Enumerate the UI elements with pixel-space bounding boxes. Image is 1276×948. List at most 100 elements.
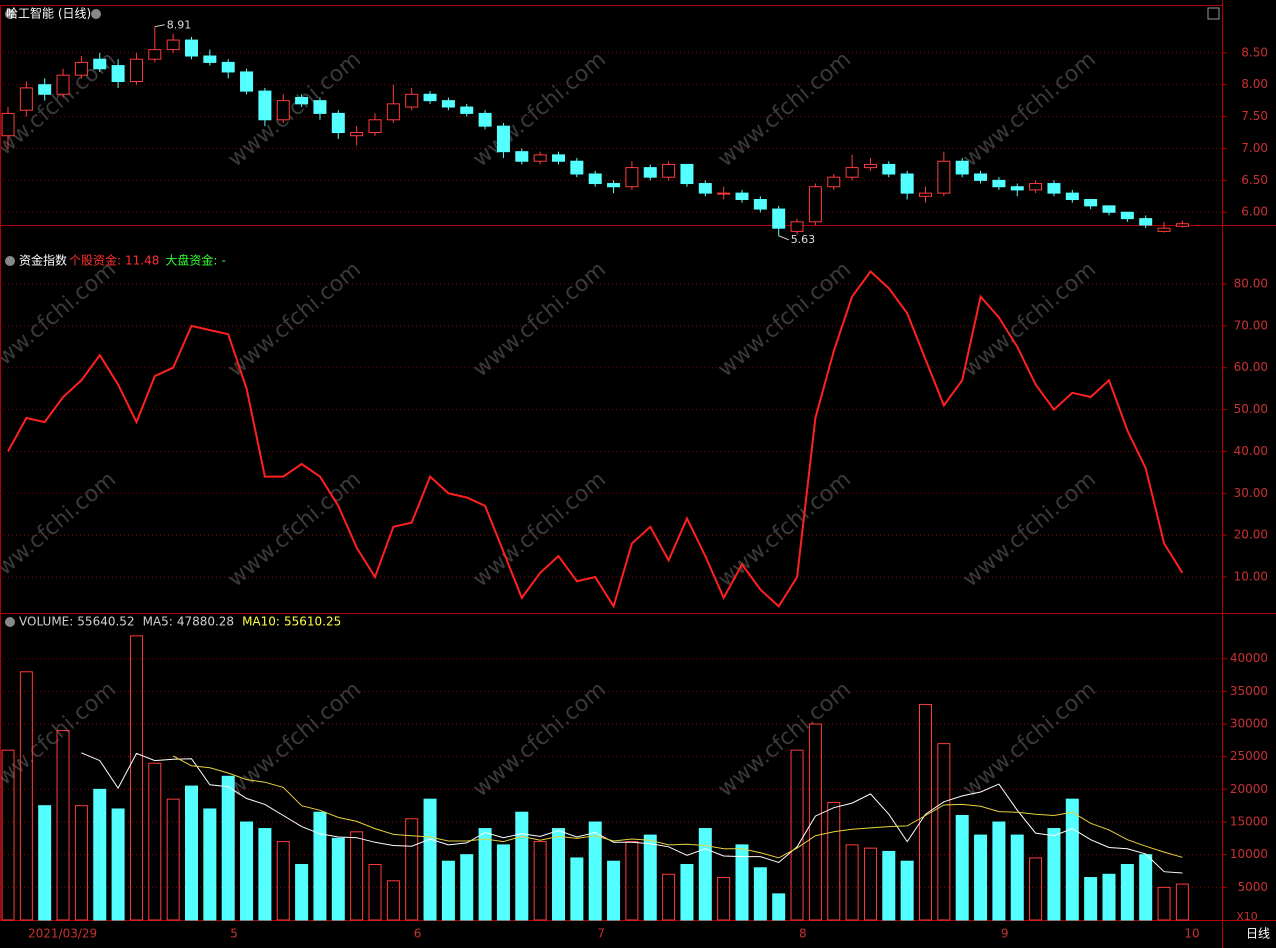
candle-body xyxy=(129,58,143,83)
volume-bar xyxy=(753,867,767,921)
volume-bar xyxy=(1010,834,1024,921)
volume-bar xyxy=(1084,877,1098,921)
y-tick-label: 30.00 xyxy=(1234,486,1268,500)
candle-body xyxy=(882,163,896,175)
volume-bar xyxy=(717,877,731,921)
volume-bar xyxy=(1065,798,1079,921)
candle-body xyxy=(790,221,804,232)
volume-bar xyxy=(900,860,914,921)
volume-bar xyxy=(313,811,327,921)
volume-bar xyxy=(221,775,235,921)
candle-body xyxy=(937,160,951,194)
volume-bar xyxy=(845,844,859,921)
menu-icon[interactable] xyxy=(5,9,15,19)
candle-body xyxy=(625,167,639,188)
volume-bar xyxy=(203,808,217,921)
volume-bar xyxy=(974,834,988,921)
x-tick-label: 10 xyxy=(1184,927,1199,941)
line-series xyxy=(7,270,1184,609)
candle-body xyxy=(515,151,529,162)
y-tick-label: 5000 xyxy=(1237,880,1268,894)
volume-bar xyxy=(772,893,786,921)
candle-body xyxy=(552,154,565,162)
volume-bar xyxy=(478,828,492,921)
y-tick-label: 50.00 xyxy=(1234,402,1268,416)
menu-icon[interactable] xyxy=(5,256,15,266)
candle-body xyxy=(955,160,969,175)
period-label: 日线 xyxy=(1246,927,1270,941)
ma-line xyxy=(81,752,1183,874)
candle-body xyxy=(386,103,400,121)
legend-name: 个股资金: xyxy=(69,253,121,268)
y-tick-label: 6.00 xyxy=(1241,205,1268,219)
volume-bar xyxy=(258,828,272,921)
volume-bar xyxy=(808,723,822,921)
volume-bar xyxy=(1157,886,1171,921)
window-button[interactable] xyxy=(1207,7,1220,20)
readout-label: MA10: xyxy=(242,615,280,629)
x-tick-label: 5 xyxy=(230,927,238,941)
annotation-arrow xyxy=(154,24,165,28)
candle-body xyxy=(1,112,15,137)
x-tick-label: 6 xyxy=(414,927,422,941)
candle-body xyxy=(1010,186,1024,191)
volume-bar xyxy=(827,801,841,921)
volume-bar xyxy=(533,841,547,921)
volume-bar xyxy=(148,762,162,921)
volume-bar xyxy=(1029,857,1043,921)
volume-bar xyxy=(350,831,364,921)
candle-body xyxy=(350,132,364,137)
candle-body xyxy=(863,163,877,169)
candle-body xyxy=(478,112,492,127)
candle-body xyxy=(221,61,235,73)
volume-bar xyxy=(441,860,455,921)
volume-bar xyxy=(643,834,657,921)
candle-body xyxy=(1139,218,1153,226)
ma-line xyxy=(172,755,1183,859)
volume-bar xyxy=(1,749,15,921)
menu-icon[interactable] xyxy=(5,617,15,627)
y-tick-label: 10000 xyxy=(1230,847,1268,861)
volume-bar xyxy=(331,837,345,921)
menu-icon[interactable] xyxy=(91,9,101,19)
candle-body xyxy=(570,160,584,175)
candle-body xyxy=(331,112,345,134)
volume-bar xyxy=(295,863,309,921)
volume-bar xyxy=(570,857,584,921)
candle-body xyxy=(735,192,749,200)
candle-body xyxy=(423,93,437,102)
y-tick-label: 70.00 xyxy=(1234,318,1268,332)
volume-bar xyxy=(680,863,694,921)
chart-title: 哈工智能 (日线) xyxy=(6,6,91,21)
candle-body xyxy=(992,179,1006,188)
volume-bar xyxy=(992,821,1006,921)
y-tick-label: 10.00 xyxy=(1234,570,1268,584)
annotation-arrow xyxy=(778,235,789,241)
legend-value: 11.48 xyxy=(125,254,159,268)
volume-bar xyxy=(863,847,877,921)
candle-body xyxy=(717,192,731,195)
candle-body xyxy=(680,163,694,185)
candle-body xyxy=(662,163,676,178)
candle-body xyxy=(460,106,474,114)
volume-bar xyxy=(93,788,107,921)
candle-body xyxy=(19,87,33,111)
candle-body xyxy=(845,167,859,178)
candle-body xyxy=(295,96,309,105)
candle-body xyxy=(166,39,180,51)
candle-body xyxy=(38,84,52,95)
candle-body xyxy=(313,100,327,114)
volume-bar xyxy=(276,841,290,921)
volume-bar xyxy=(19,671,33,921)
volume-bar xyxy=(552,828,565,921)
x-tick-label: 7 xyxy=(597,927,605,941)
candle-body xyxy=(185,39,198,57)
y-tick-label: 25000 xyxy=(1230,749,1268,763)
candle-body xyxy=(56,74,70,95)
volume-bar xyxy=(588,821,602,921)
readout-label: MA5: xyxy=(143,615,173,629)
candle-body xyxy=(276,100,290,121)
candle-body xyxy=(1029,183,1043,191)
candle-body xyxy=(441,100,455,108)
readout-value: 47880.28 xyxy=(177,615,234,629)
